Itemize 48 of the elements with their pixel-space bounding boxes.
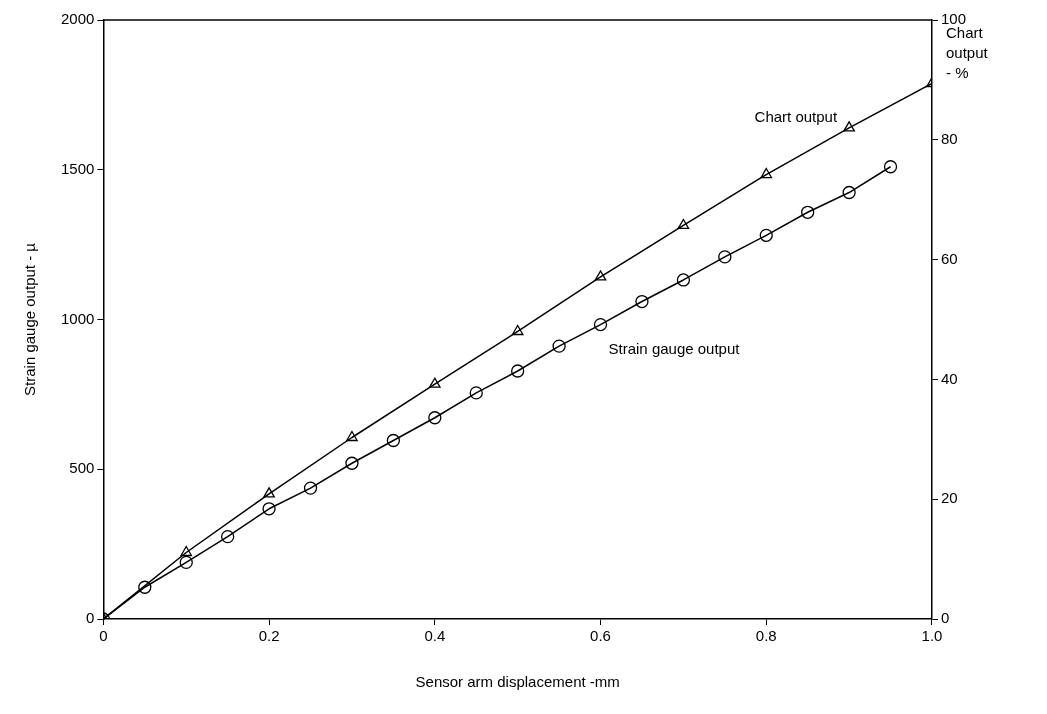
x-tick-label: 0.2 (258, 627, 280, 645)
point (345, 456, 359, 470)
point (801, 205, 815, 219)
point (428, 377, 441, 388)
point (843, 121, 855, 132)
point (346, 430, 358, 442)
series-label: Chart output (754, 108, 838, 126)
y-tick-label: 500 (69, 459, 95, 477)
y2-tick-label: 20 (940, 489, 958, 507)
point (428, 411, 442, 425)
point (552, 339, 566, 353)
y2-tick-label: 0 (940, 609, 950, 627)
y-tick-label: 1500 (60, 159, 95, 177)
y-tick-label: 0 (86, 609, 95, 627)
y2-tick-label: 80 (940, 129, 958, 147)
x-tick-label: 1.0 (921, 627, 943, 645)
x-tick-label: 0.4 (424, 627, 446, 645)
series-label: Strain gauge output (608, 340, 741, 358)
point (262, 502, 276, 516)
point (221, 529, 235, 544)
x-tick-label: 0.8 (755, 627, 777, 645)
point (511, 324, 524, 336)
x-tick-label: 0.6 (590, 627, 611, 645)
point (718, 250, 732, 264)
point (594, 270, 607, 281)
point (842, 185, 856, 200)
point (677, 218, 690, 230)
y-tick-label: 1000 (60, 309, 95, 327)
point (138, 580, 152, 594)
point (635, 294, 649, 309)
y-axis-title: Strain gauge output - µ (21, 242, 39, 396)
point (883, 160, 898, 174)
x-tick-label: 0 (99, 627, 108, 645)
point (303, 481, 318, 495)
point (760, 167, 773, 179)
point (386, 433, 401, 448)
point (180, 545, 193, 557)
point (511, 364, 525, 378)
x-axis-title: Sensor arm displacement -mm (415, 673, 620, 691)
point (179, 555, 193, 570)
point (469, 386, 483, 400)
point (263, 487, 275, 498)
point (593, 317, 608, 332)
point (759, 228, 773, 242)
y2-tick-label: 40 (940, 369, 958, 387)
point (676, 273, 691, 287)
y2-tick-label: 60 (940, 249, 958, 267)
y-tick-label: 2000 (60, 10, 95, 28)
